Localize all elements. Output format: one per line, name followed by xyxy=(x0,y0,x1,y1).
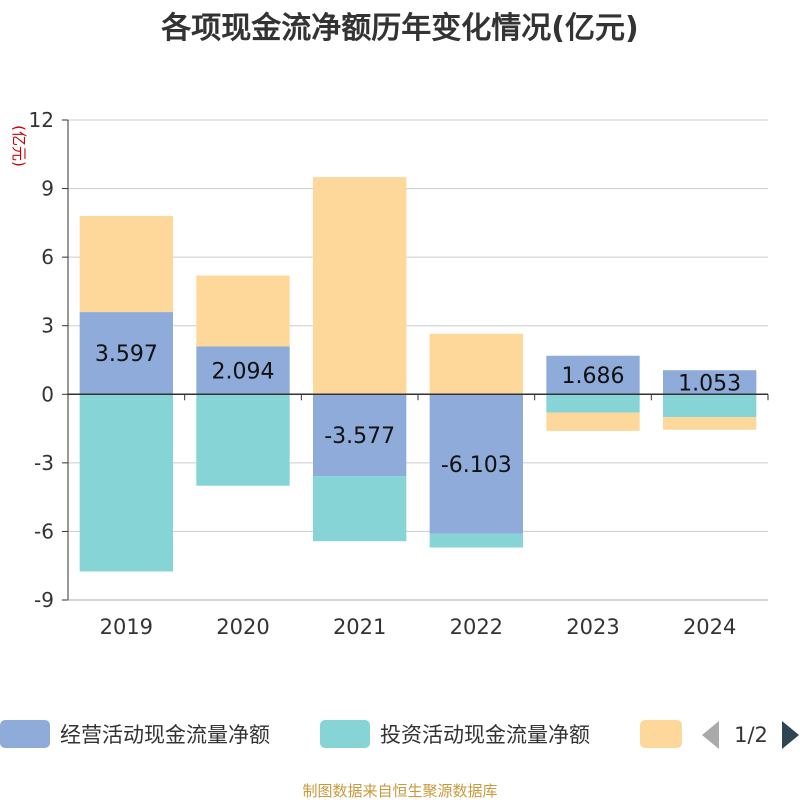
legend-label-investing: 投资活动现金流量净额 xyxy=(380,723,590,747)
y-tick-label-12: 12 xyxy=(29,108,54,132)
bar-series1-2023 xyxy=(546,394,640,413)
bar-series2-2019 xyxy=(79,216,173,313)
bar-series0-2020 xyxy=(196,346,290,395)
bar-series0-2021 xyxy=(313,394,407,477)
x-tick-label-2022: 2022 xyxy=(450,615,503,639)
y-tick-label-9: 9 xyxy=(41,177,54,201)
y-tick-label-3: 3 xyxy=(41,314,54,338)
data-source: 制图数据来自恒生聚源数据库 xyxy=(302,782,497,800)
legend-page-indicator: 1/2 xyxy=(734,723,768,747)
legend-next-page-icon[interactable] xyxy=(782,721,799,749)
y-tick-labels: 12 9 6 3 0 -3 -6 -9 xyxy=(29,108,54,612)
data-label-2020: 2.094 xyxy=(212,359,275,384)
axes xyxy=(62,119,769,601)
legend-prev-page-icon[interactable] xyxy=(702,721,719,749)
data-labels: 3.597 2.094 -3.577 -6.103 1.686 1.053 xyxy=(95,342,741,478)
bar-series1-2022 xyxy=(429,533,523,548)
bar-series0-2024 xyxy=(663,370,757,395)
x-tick-label-2023: 2023 xyxy=(566,615,619,639)
x-tick-label-2021: 2021 xyxy=(333,615,386,639)
data-label-2022: -6.103 xyxy=(441,453,512,478)
bars xyxy=(79,177,757,572)
y-tick-label-0: 0 xyxy=(41,382,54,406)
bar-series0-2019 xyxy=(79,312,173,395)
bar-series2-2022 xyxy=(429,333,523,395)
bar-series1-2021 xyxy=(313,476,407,542)
y-tick-label--6: -6 xyxy=(34,519,54,543)
bar-series2-2024 xyxy=(663,417,757,430)
legend-item-operating[interactable]: 经营活动现金流量净额 xyxy=(0,720,270,748)
bar-series2-2021 xyxy=(313,177,407,395)
bar-series0-2022 xyxy=(429,394,523,534)
bar-series2-2023 xyxy=(546,412,640,431)
x-tick-labels: 2019 2020 2021 2022 2023 2024 xyxy=(100,615,737,639)
legend-swatch-investing xyxy=(320,720,370,748)
y-tick-label-6: 6 xyxy=(41,245,54,269)
x-tick-label-2024: 2024 xyxy=(683,615,736,639)
bar-series0-2023 xyxy=(546,355,640,395)
legend: 经营活动现金流量净额 投资活动现金流量净额 1/2 xyxy=(0,720,799,749)
bar-series2-2020 xyxy=(196,275,290,347)
legend-swatch-financing xyxy=(640,720,682,748)
legend-item-investing[interactable]: 投资活动现金流量净额 xyxy=(320,720,590,748)
legend-swatch-operating xyxy=(0,720,50,748)
data-label-2019: 3.597 xyxy=(95,342,158,367)
chart-title: 各项现金流净额历年变化情况(亿元) xyxy=(160,11,638,46)
data-label-2024: 1.053 xyxy=(678,371,741,396)
legend-label-operating: 经营活动现金流量净额 xyxy=(60,723,270,747)
y-tick-label--3: -3 xyxy=(34,451,54,475)
y-tick-label--9: -9 xyxy=(34,588,54,612)
bar-series1-2019 xyxy=(79,394,173,572)
y-axis-unit: (亿元) xyxy=(10,125,28,167)
data-label-2021: -3.577 xyxy=(324,424,395,449)
bar-series1-2024 xyxy=(663,394,757,418)
bar-series1-2020 xyxy=(196,394,290,486)
legend-item-financing[interactable] xyxy=(640,720,682,748)
x-tick-label-2020: 2020 xyxy=(216,615,269,639)
x-tick-label-2019: 2019 xyxy=(100,615,153,639)
data-label-2023: 1.686 xyxy=(562,364,625,389)
